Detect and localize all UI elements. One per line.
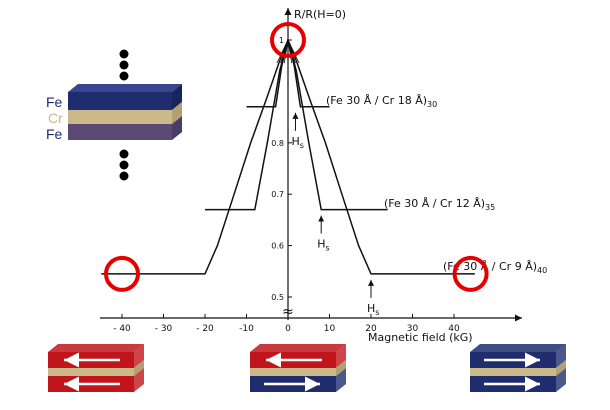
diagram-cr-side: [556, 360, 566, 376]
diagram-cr-side: [134, 360, 144, 376]
layer-fe-top: [68, 92, 172, 110]
diagram-fe-bottom-side: [336, 368, 346, 392]
layer-fe-bottom: [68, 124, 172, 140]
highlight-circles: [104, 22, 489, 292]
layer-label-fe-top: Fe: [46, 94, 63, 110]
peak-fan-line: [276, 39, 289, 64]
hs-annotations: Hs Hs Hs: [291, 112, 379, 317]
x-tick-label: - 20: [196, 324, 214, 334]
stack-top-face: [68, 84, 182, 92]
diagram-cr: [250, 368, 336, 376]
y-tick-label: 1: [279, 36, 284, 45]
layer-fe-top-side: [172, 84, 182, 110]
x-tick-label: 0: [285, 324, 291, 334]
peak-fan-line: [287, 39, 300, 64]
ellipsis-dot: [119, 60, 129, 70]
axis-break: ≈: [282, 304, 294, 320]
layer-cr: [68, 110, 172, 124]
layer-stack: Fe Cr Fe: [46, 49, 182, 181]
x-tick-label: 30: [407, 324, 419, 334]
hs-label: Hs: [291, 135, 303, 150]
diagram-cr-side: [336, 360, 346, 376]
diagram-fe-bottom-side: [134, 368, 144, 392]
ellipsis-dot: [119, 71, 129, 81]
ellipsis-dot: [119, 49, 129, 59]
y-ticks: 0.5 0.6 0.7 0.8 1: [271, 36, 292, 302]
series-labels: (Fe 30 Å / Cr 18 Å)30 (Fe 30 Å / Cr 12 Å…: [326, 94, 547, 275]
highlight-circle: [270, 22, 306, 58]
diagram-top-face: [250, 344, 346, 352]
x-tick-label: 10: [324, 324, 336, 334]
diagram-top-face: [48, 344, 144, 352]
y-axis-label: R/R(H=0): [294, 8, 346, 21]
x-tick-label: -10: [239, 324, 254, 334]
peak-fan-line: [287, 39, 293, 64]
moment-diagrams: [48, 344, 566, 392]
ellipsis-dot: [119, 160, 129, 170]
x-ticks: - 40 - 30 - 20 -10 0 10 20 30 40: [113, 314, 460, 334]
diagram-fe-bottom-side: [556, 368, 566, 392]
moment-diagram-antiparallel: [250, 344, 346, 392]
diagram-cr: [48, 368, 134, 376]
hs-label: Hs: [317, 238, 329, 253]
y-tick-label: 0.5: [271, 293, 284, 302]
series-label-cr12: (Fe 30 Å / Cr 12 Å)35: [384, 197, 495, 212]
data-series: [101, 37, 475, 275]
peak-fan-line: [287, 39, 296, 64]
moment-diagram-parallel-saturated: [470, 344, 566, 392]
layer-fe-bottom-side: [172, 116, 182, 140]
series-label-cr9: (Fe 30 Å / Cr 9 Å)40: [443, 260, 547, 275]
series-label-cr18: (Fe 30 Å / Cr 18 Å)30: [326, 94, 437, 109]
x-tick-label: - 40: [113, 324, 131, 334]
axes: ≈ R/R(H=0) Magnetic field (kG) - 40- 30-…: [100, 8, 522, 344]
layer-cr-side: [172, 102, 182, 124]
x-tick-label: - 30: [155, 324, 173, 334]
hs-label: Hs: [367, 302, 379, 317]
diagram-top-face: [470, 344, 566, 352]
moment-diagram-antiparallel-zero-field: [48, 344, 144, 392]
ellipsis-dot: [119, 171, 129, 181]
layer-label-cr: Cr: [48, 110, 63, 126]
x-tick-label: 40: [448, 324, 460, 334]
y-tick-label: 0.8: [271, 139, 284, 148]
layer-label-fe-bottom: Fe: [46, 126, 63, 142]
x-tick-label: 20: [365, 324, 377, 334]
x-axis-label: Magnetic field (kG): [368, 331, 473, 344]
diagram-cr: [470, 368, 556, 376]
peak-fan-line: [283, 39, 289, 64]
y-tick-label: 0.7: [271, 190, 284, 199]
highlight-circle: [104, 255, 140, 292]
ellipsis-dot: [119, 149, 129, 159]
peak-fan-line: [280, 39, 289, 64]
y-tick-label: 0.6: [271, 242, 284, 251]
highlight-circle: [452, 255, 489, 292]
series-line-1: [205, 37, 388, 211]
